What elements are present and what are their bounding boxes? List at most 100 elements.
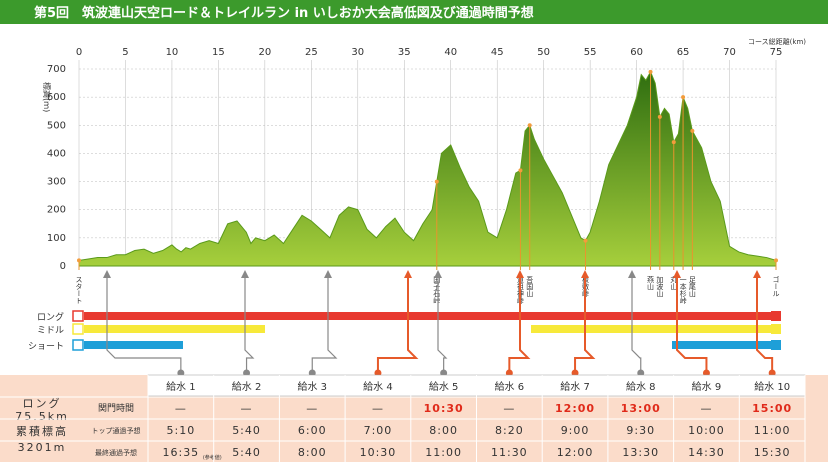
cell: 7:00 — [364, 424, 393, 437]
place-dot — [77, 258, 81, 263]
place-dot — [518, 168, 523, 173]
aid-arrow — [673, 270, 681, 278]
course-box — [72, 323, 84, 335]
x-tick-label: 45 — [491, 47, 504, 58]
x-tick-label: 0 — [76, 47, 82, 58]
cell: 8:00 — [429, 424, 458, 437]
aid-line — [106, 272, 182, 373]
cell: 11:00 — [425, 446, 462, 459]
place-label: 吾国山 — [526, 276, 534, 298]
aid-line — [676, 272, 708, 373]
place-dot — [434, 179, 439, 184]
title: 第5回 筑波連山天空ロード＆トレイルラン in いしおか大会高低図及び通過時間予… — [34, 5, 534, 21]
x-tick-label: 65 — [677, 47, 690, 58]
place-label: 丸山 — [670, 275, 678, 291]
cell: — — [241, 402, 253, 415]
station-label: 給水 5 — [429, 380, 459, 393]
place-label: 加波山 — [656, 275, 664, 298]
course-label: ロング — [37, 311, 64, 323]
cell: 12:00 — [557, 446, 594, 459]
y-tick-label: 400 — [47, 148, 66, 159]
x-tick-label: 15 — [212, 47, 225, 58]
cell: 11:30 — [491, 446, 528, 459]
aid-arrow — [404, 270, 412, 278]
x-tick-label: 75 — [770, 47, 783, 58]
y-tick-label: 200 — [47, 205, 66, 216]
row-label: 最終通過予想 — [95, 448, 137, 457]
y-tick-label: 500 — [47, 120, 66, 131]
place-label: 燕山 — [647, 275, 655, 291]
aid-arrow — [753, 270, 761, 278]
station-label: 給水 4 — [363, 380, 393, 393]
place-dot — [648, 69, 653, 74]
cell: 15:00 — [752, 402, 792, 415]
place-dot — [671, 140, 676, 145]
course-end — [771, 340, 781, 350]
aid-arrow — [581, 270, 589, 278]
cell-note: (参考値) — [203, 454, 222, 461]
course-bar — [84, 325, 265, 333]
course-box — [72, 339, 84, 351]
aid-line — [508, 272, 531, 373]
cell: — — [306, 402, 318, 415]
y-tick-label: 100 — [47, 233, 66, 244]
x-tick-label: 40 — [444, 47, 457, 58]
cell: 10:00 — [688, 424, 725, 437]
station-label: 給水 3 — [297, 380, 327, 393]
cell: 13:00 — [621, 402, 661, 415]
cell: — — [503, 402, 515, 415]
title-bar — [0, 0, 828, 24]
row-label: トップ通過予想 — [92, 426, 141, 435]
course-bar — [84, 341, 183, 349]
cell: 8:20 — [495, 424, 524, 437]
course-bar — [531, 325, 776, 333]
cell: 12:00 — [555, 402, 595, 415]
place-dot — [527, 123, 532, 128]
y-axis-label: 標高(ｍ) — [42, 82, 52, 112]
place-dot — [583, 238, 588, 243]
aid-line — [244, 272, 255, 373]
place-dot — [657, 114, 662, 119]
station-label: 給水 9 — [692, 380, 722, 393]
cell: 6:00 — [298, 424, 327, 437]
place-label: 足尾山 — [688, 276, 696, 298]
x-tick-label: 50 — [537, 47, 550, 58]
cell: 9:00 — [561, 424, 590, 437]
aid-arrow — [516, 270, 524, 278]
aid-arrow — [434, 270, 442, 278]
cell: 14:30 — [688, 446, 725, 459]
x-tick-label: 35 — [398, 47, 411, 58]
cell: 5:40 — [232, 424, 261, 437]
cell: 5:10 — [166, 424, 195, 437]
x-tick-label: 25 — [305, 47, 318, 58]
aid-line — [631, 272, 642, 373]
station-label: 給水 6 — [495, 380, 525, 393]
elevation-area — [78, 70, 777, 267]
station-label: 給水 8 — [626, 380, 656, 393]
place-dot — [681, 95, 686, 100]
x-axis-label: コース総距離(km) — [748, 37, 806, 46]
x-tick-label: 30 — [351, 47, 364, 58]
cell: — — [175, 402, 187, 415]
x-tick-label: 5 — [122, 47, 128, 58]
left-label: ロング — [23, 396, 62, 410]
aid-line — [437, 272, 448, 373]
row-label: 関門時間 — [98, 403, 134, 414]
cell: 15:30 — [754, 446, 791, 459]
course-end — [771, 311, 781, 321]
y-tick-label: 0 — [60, 261, 66, 272]
left-label: 3201m — [18, 441, 67, 454]
course-box — [72, 310, 84, 322]
place-label: スタート — [75, 276, 83, 304]
aid-line — [311, 272, 338, 373]
place-label: 国子石峠 — [433, 276, 441, 305]
course-bar — [672, 341, 776, 349]
x-tick-label: 70 — [723, 47, 736, 58]
station-label: 給水 2 — [232, 380, 262, 393]
cell: 11:00 — [754, 424, 791, 437]
course-label: ミドル — [37, 326, 64, 336]
place-label: 一本杉峠 — [679, 276, 687, 305]
x-tick-label: 60 — [630, 47, 643, 58]
left-label: 75.5km — [15, 410, 69, 423]
